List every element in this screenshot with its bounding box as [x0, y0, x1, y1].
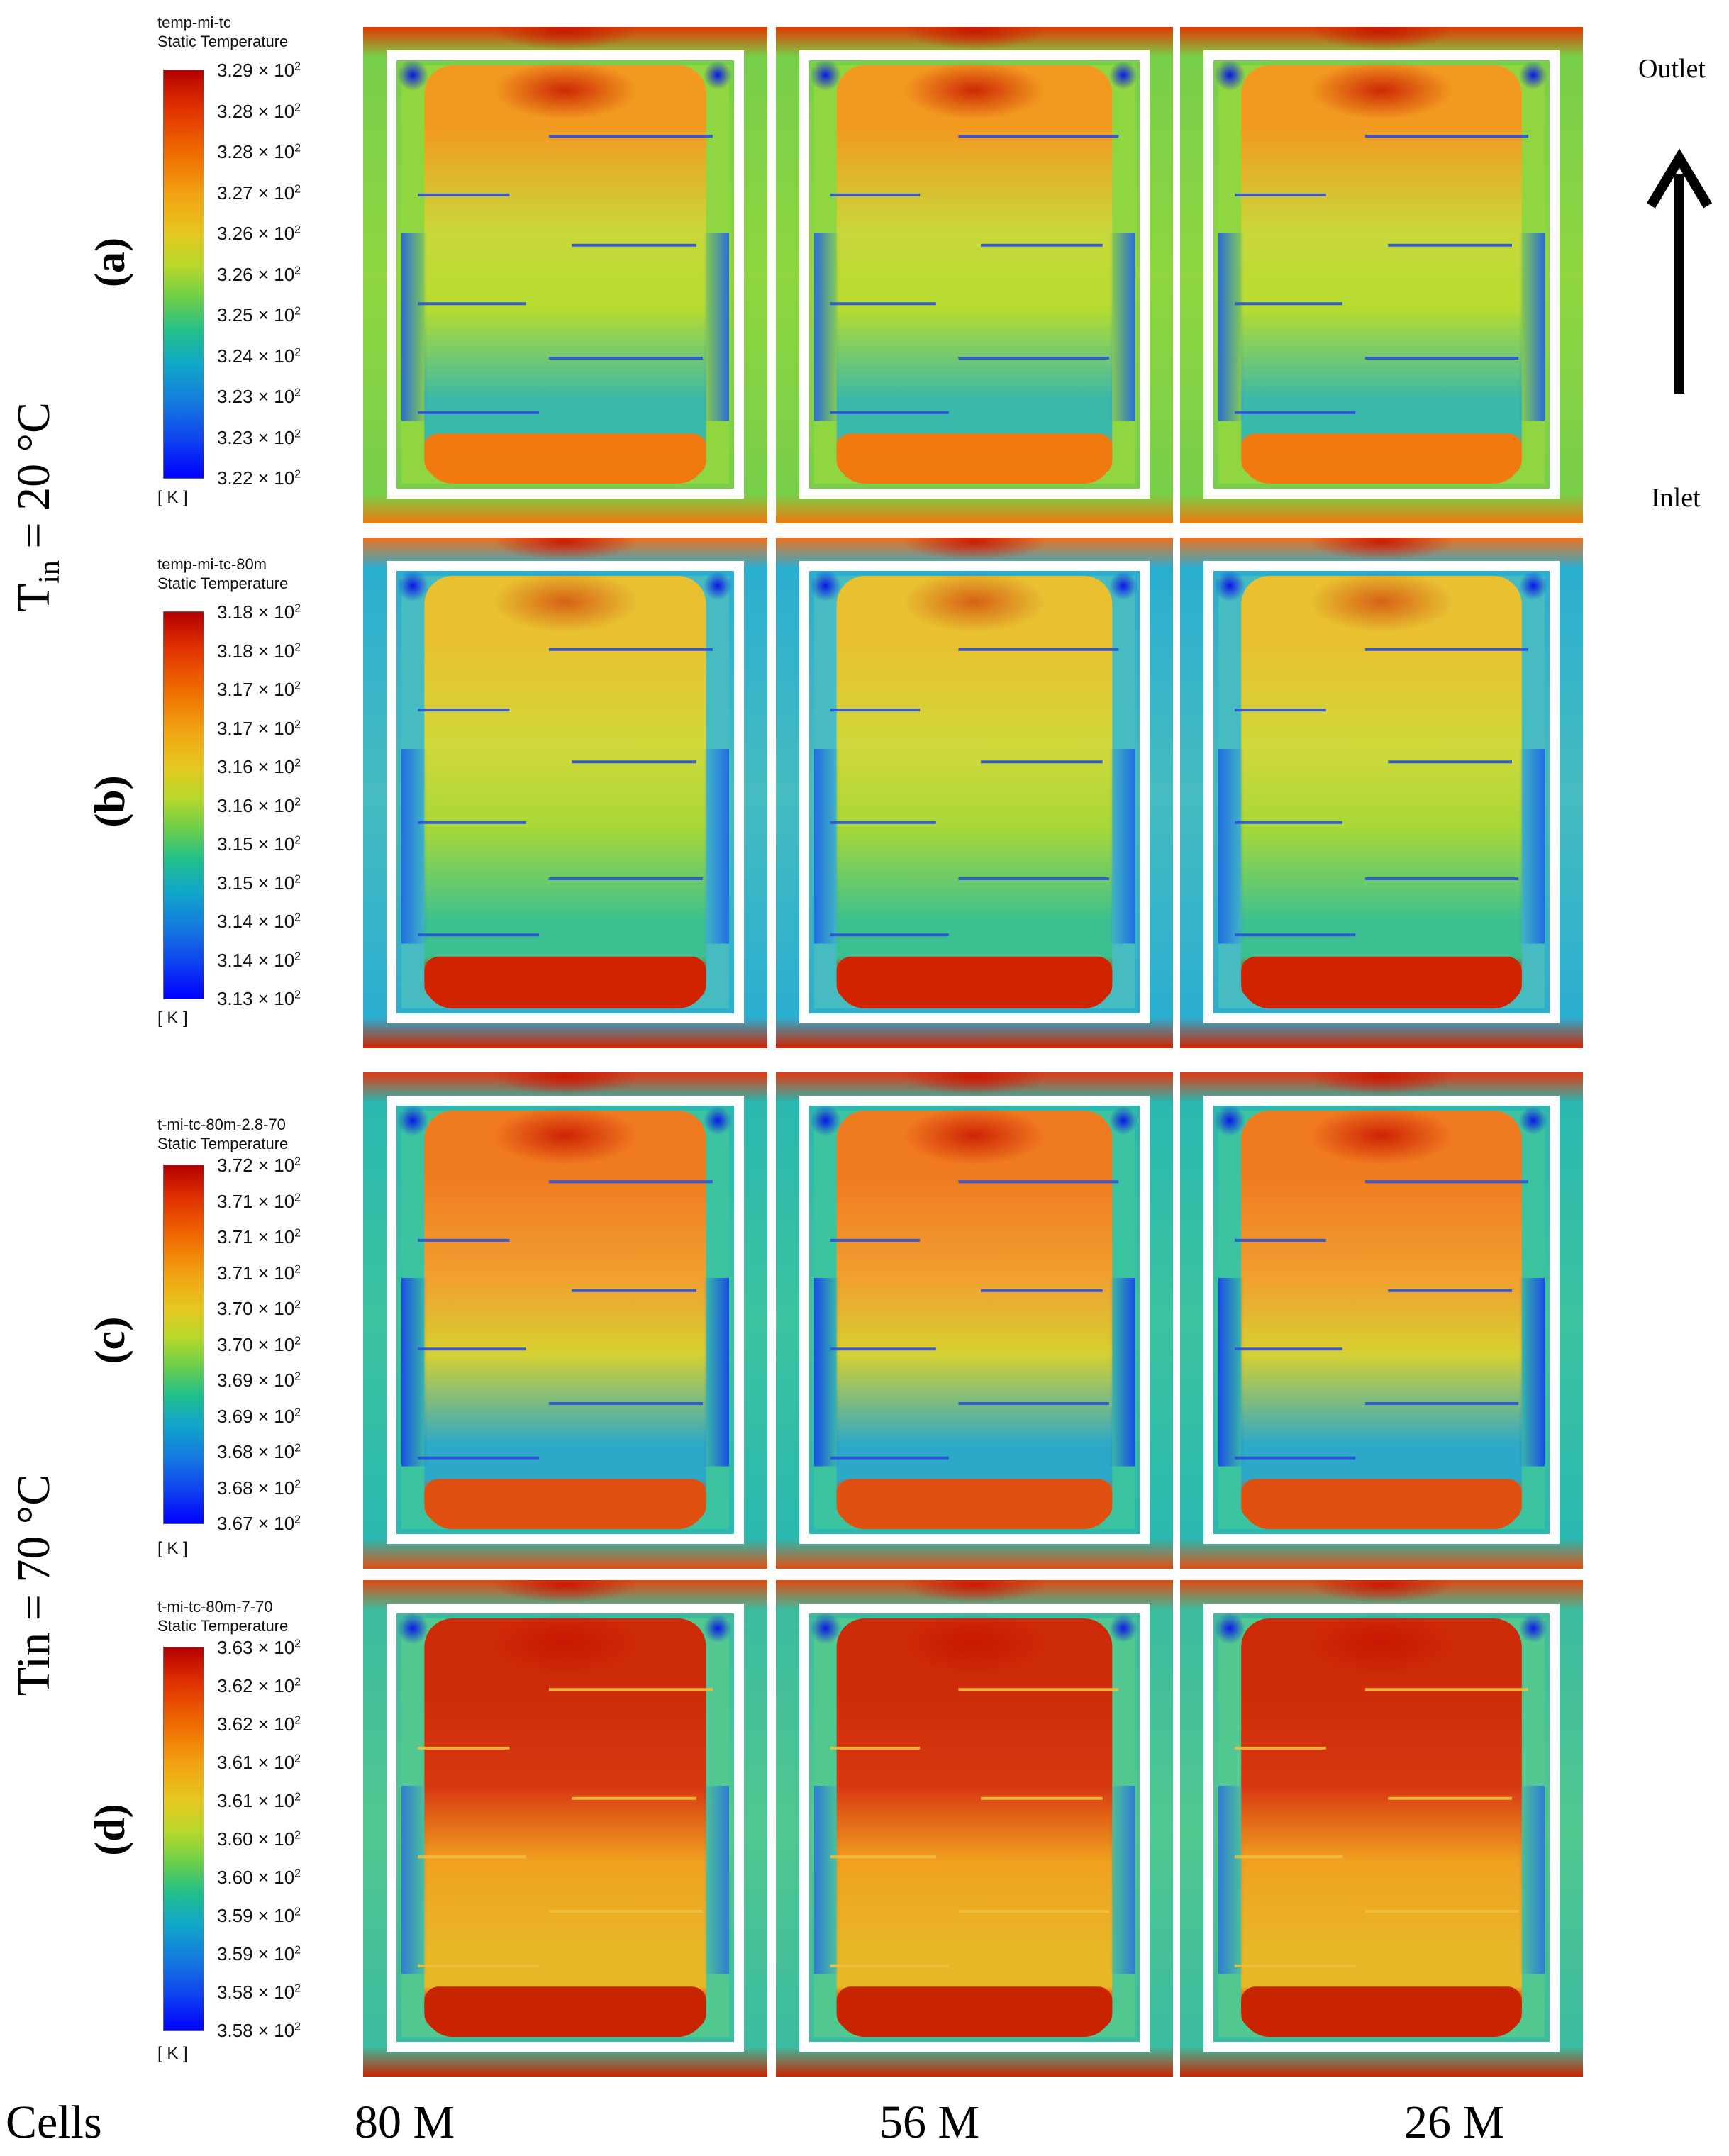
cells-label: Cells: [6, 2096, 102, 2148]
legend-unit: [ K ]: [157, 2044, 188, 2063]
legend-colorbar: [163, 1165, 204, 1524]
color-legend-c: t-mi-tc-80m-2.8-70 Static Temperature 3.72…: [157, 1115, 356, 1569]
temperature-contour-d-26m: [1180, 1580, 1583, 2077]
legend-quantity: Static Temperature: [157, 574, 289, 592]
legend-tick-label: 3.69 × 102: [217, 1405, 301, 1427]
temperature-contour-c-26m: [1180, 1072, 1583, 1569]
legend-tick-label: 3.14 × 102: [217, 911, 301, 932]
legend-tick-label: 3.62 × 102: [217, 1713, 301, 1735]
legend-variable-name: temp-mi-tc: [157, 13, 231, 31]
temperature-contour-a-56m: [776, 27, 1173, 523]
temperature-contour-c-80m: [363, 1072, 767, 1569]
legend-variable-name: t-mi-tc-80m-2.8-70: [157, 1116, 286, 1133]
tin-70-label: Tin = 70 °C: [8, 1474, 60, 1696]
legend-tick-label: 3.62 × 102: [217, 1675, 301, 1696]
legend-quantity: Static Temperature: [157, 33, 289, 50]
legend-quantity: Static Temperature: [157, 1617, 289, 1635]
legend-quantity: Static Temperature: [157, 1135, 289, 1152]
legend-tick-label: 3.71 × 102: [217, 1262, 301, 1284]
legend-tick-label: 3.58 × 102: [217, 2020, 301, 2041]
legend-tick-label: 3.70 × 102: [217, 1298, 301, 1319]
legend-tick-label: 3.16 × 102: [217, 756, 301, 777]
cells-80m: 80 M: [355, 2096, 455, 2148]
legend-tick-label: 3.17 × 102: [217, 679, 301, 700]
legend-tick-label: 3.28 × 102: [217, 141, 301, 162]
legend-tick-label: 3.61 × 102: [217, 1790, 301, 1811]
legend-tick-label: 3.22 × 102: [217, 467, 301, 489]
row-label-a: (a): [87, 238, 133, 287]
color-legend-a: temp-mi-tc Static Temperature 3.29 × 102 3.…: [157, 13, 356, 516]
inlet-label: Inlet: [1651, 483, 1701, 513]
legend-tick-label: 3.59 × 102: [217, 1943, 301, 1965]
legend-tick-label: 3.23 × 102: [217, 386, 301, 407]
legend-tick-label: 3.71 × 102: [217, 1226, 301, 1248]
legend-unit: [ K ]: [157, 1539, 188, 1558]
legend-tick-label: 3.24 × 102: [217, 345, 301, 367]
legend-variable-name: t-mi-tc-80m-7-70: [157, 1598, 273, 1616]
legend-tick-label: 3.68 × 102: [217, 1441, 301, 1462]
legend-unit: [ K ]: [157, 488, 188, 507]
row-label-c: (c): [87, 1316, 133, 1365]
legend-tick-label: 3.68 × 102: [217, 1477, 301, 1499]
legend-tick-label: 3.18 × 102: [217, 601, 301, 623]
legend-tick-label: 3.60 × 102: [217, 1828, 301, 1850]
legend-tick-label: 3.26 × 102: [217, 263, 301, 285]
flow-arrow-icon: [1646, 148, 1713, 394]
temperature-contour-b-80m: [363, 538, 767, 1048]
color-legend-d: t-mi-tc-80m-7-70 Static Temperature 3.63 ×…: [157, 1597, 356, 2072]
temperature-contour-a-80m: [363, 27, 767, 523]
legend-tick-label: 3.71 × 102: [217, 1190, 301, 1212]
legend-colorbar: [163, 70, 204, 479]
legend-tick-label: 3.13 × 102: [217, 988, 301, 1009]
cells-56m: 56 M: [879, 2096, 980, 2148]
tin-20-label: Tin = 20 °C: [8, 401, 67, 613]
legend-tick-label: 3.67 × 102: [217, 1513, 301, 1534]
legend-tick-label: 3.28 × 102: [217, 100, 301, 122]
legend-tick-label: 3.72 × 102: [217, 1155, 301, 1176]
legend-tick-label: 3.63 × 102: [217, 1637, 301, 1658]
legend-tick-label: 3.18 × 102: [217, 640, 301, 662]
color-legend-b: temp-mi-tc-80m Static Temperature 3.18 × 1…: [157, 555, 356, 1037]
legend-variable-name: temp-mi-tc-80m: [157, 555, 267, 573]
legend-tick-label: 3.26 × 102: [217, 223, 301, 244]
row-label-d: (d): [87, 1804, 133, 1856]
legend-tick-label: 3.15 × 102: [217, 833, 301, 855]
legend-colorbar: [163, 1647, 204, 2031]
temperature-contour-b-56m: [776, 538, 1173, 1048]
legend-tick-label: 3.29 × 102: [217, 60, 301, 81]
legend-tick-label: 3.14 × 102: [217, 949, 301, 971]
legend-tick-label: 3.59 × 102: [217, 1905, 301, 1926]
legend-tick-label: 3.58 × 102: [217, 1982, 301, 2003]
temperature-contour-a-26m: [1180, 27, 1583, 523]
legend-tick-label: 3.25 × 102: [217, 304, 301, 326]
legend-tick-label: 3.23 × 102: [217, 426, 301, 448]
legend-colorbar: [163, 611, 204, 999]
legend-tick-label: 3.17 × 102: [217, 717, 301, 739]
temperature-contour-b-26m: [1180, 538, 1583, 1048]
cells-26m: 26 M: [1404, 2096, 1505, 2148]
outlet-label: Outlet: [1638, 54, 1706, 84]
legend-tick-label: 3.16 × 102: [217, 794, 301, 816]
legend-tick-label: 3.69 × 102: [217, 1369, 301, 1391]
legend-tick-label: 3.27 × 102: [217, 182, 301, 204]
row-label-b: (b): [87, 775, 133, 828]
temperature-contour-c-56m: [776, 1072, 1173, 1569]
legend-tick-label: 3.61 × 102: [217, 1752, 301, 1773]
legend-unit: [ K ]: [157, 1008, 188, 1028]
legend-tick-label: 3.70 × 102: [217, 1333, 301, 1355]
temperature-contour-d-56m: [776, 1580, 1173, 2077]
temperature-contour-d-80m: [363, 1580, 767, 2077]
legend-tick-label: 3.15 × 102: [217, 872, 301, 894]
legend-tick-label: 3.60 × 102: [217, 1867, 301, 1888]
